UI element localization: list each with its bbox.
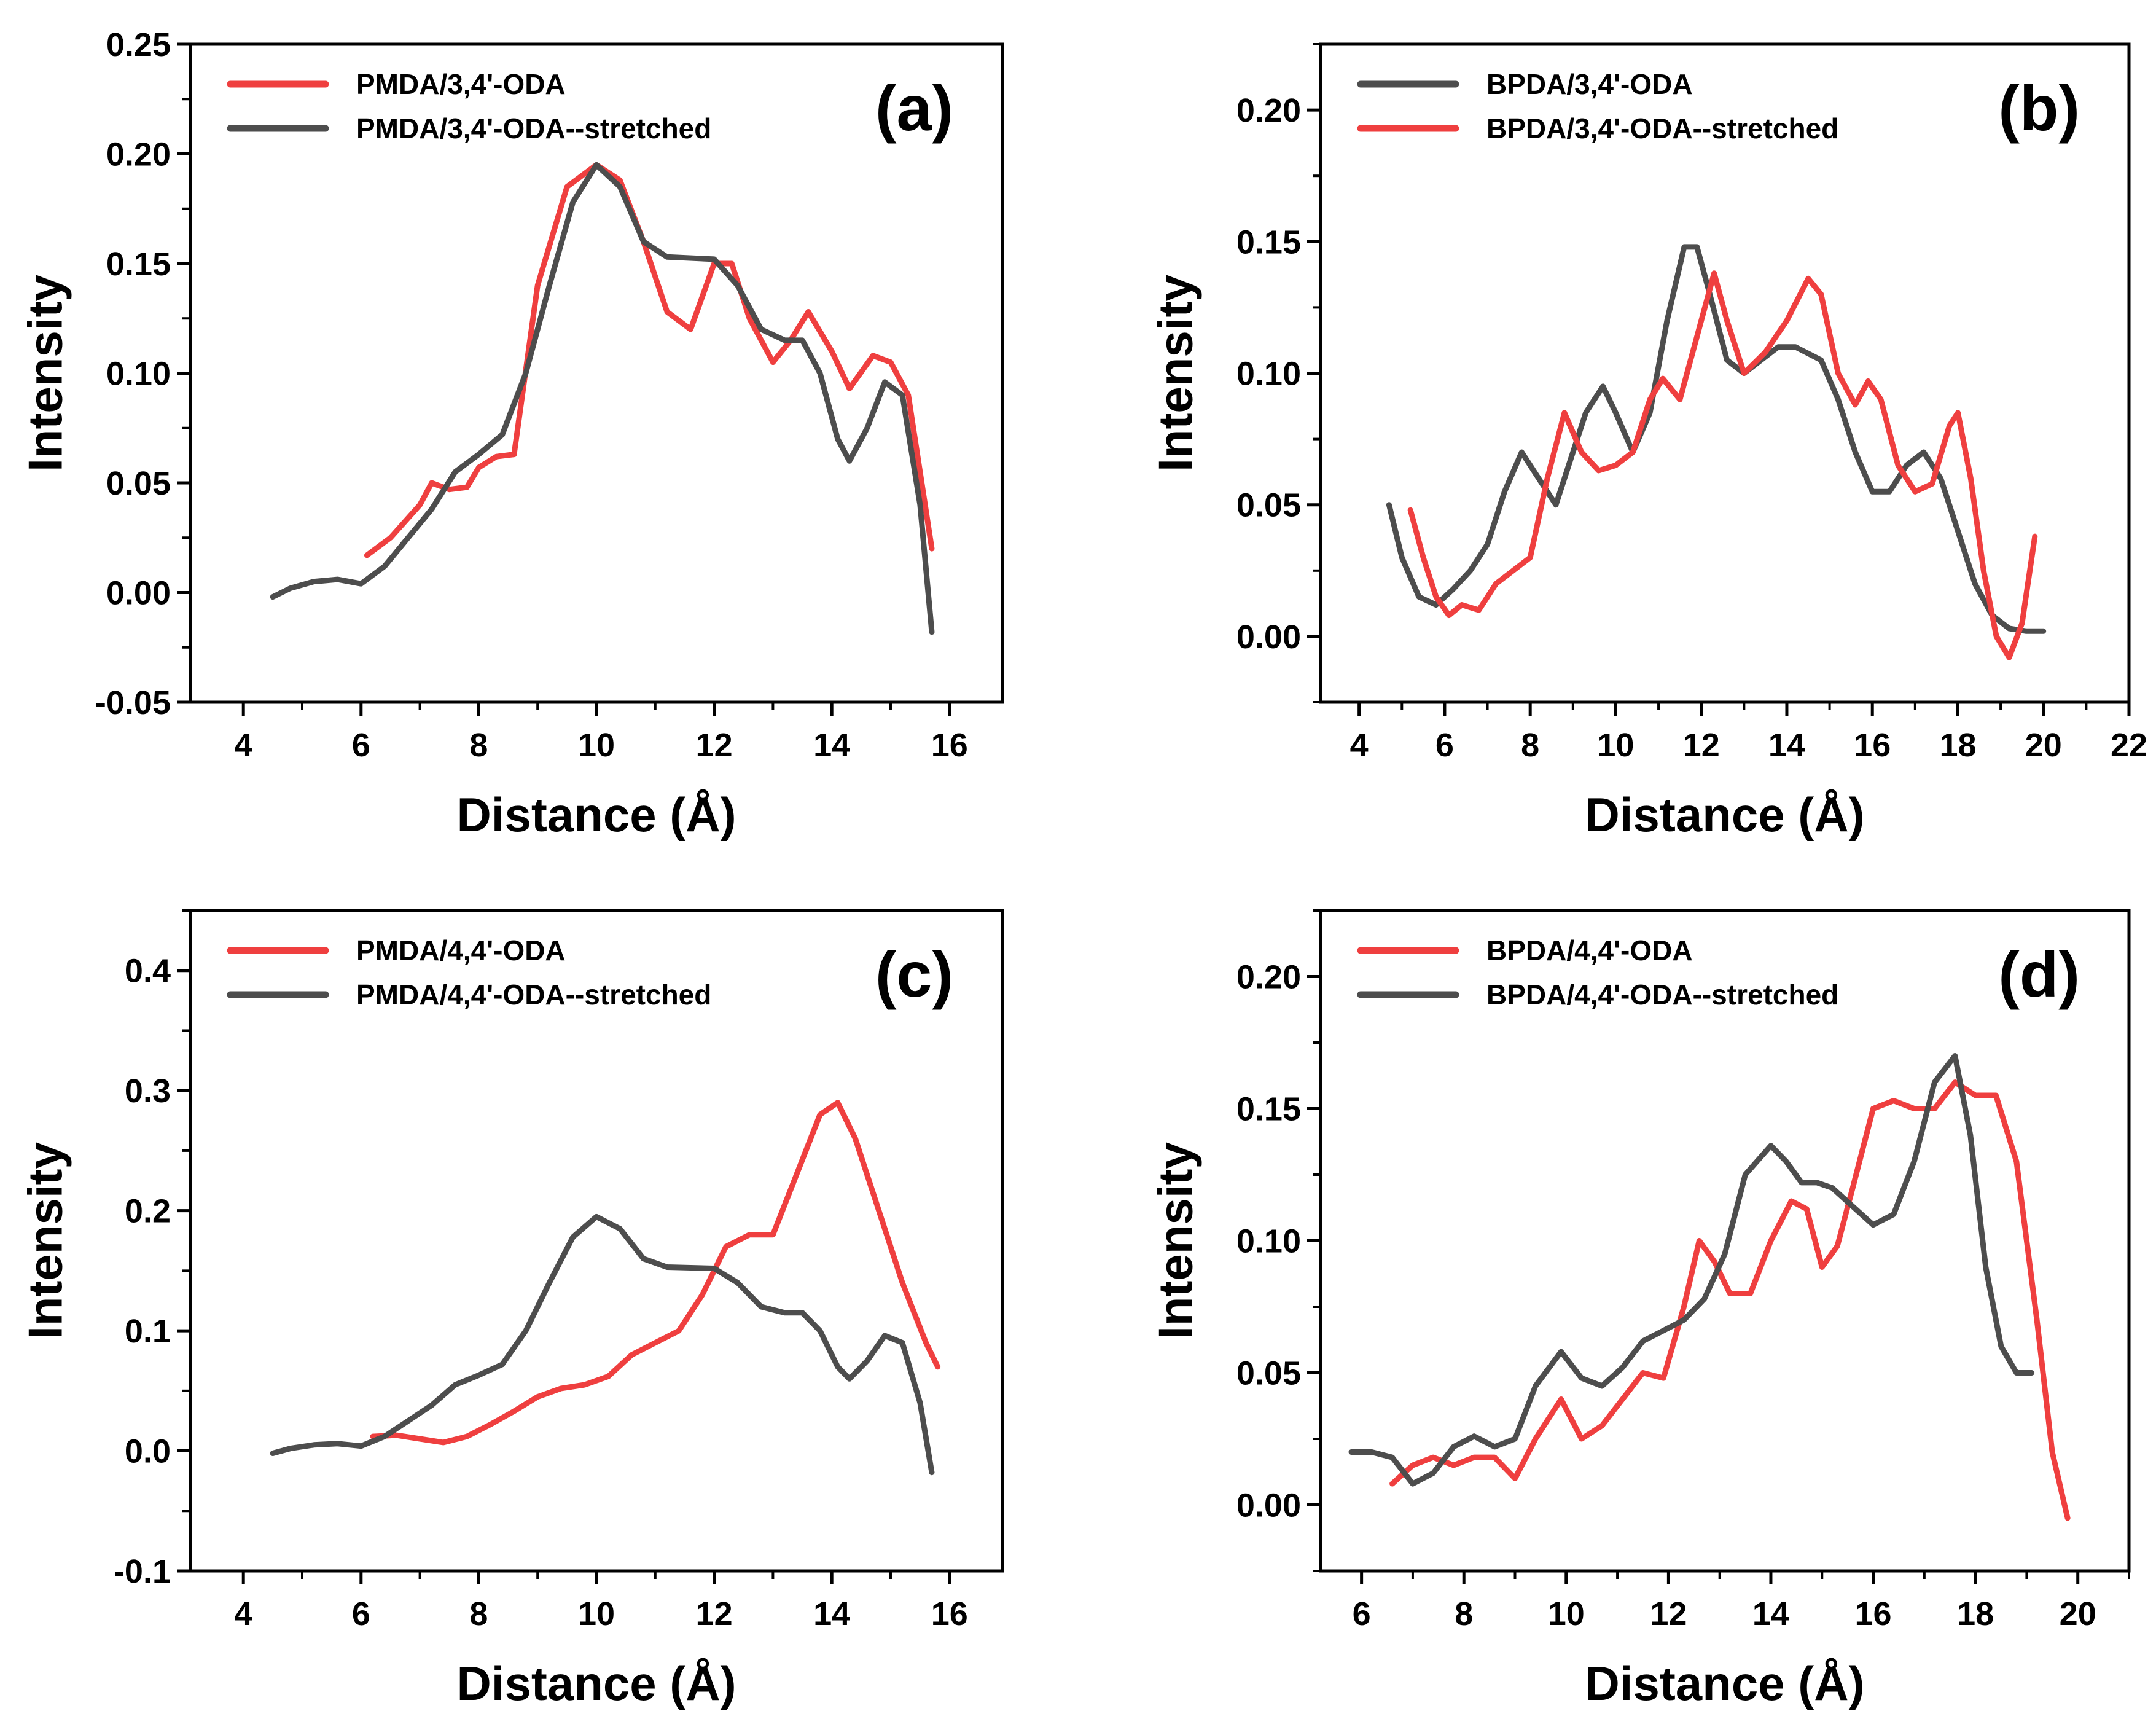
x-tick-label-a: 14: [813, 727, 850, 764]
x-tick-label-b: 14: [1768, 727, 1805, 764]
chart-panel-c: 4 6 8 10 12 14 16 -0.1 0.0 0.1 0.2 0.3 0.4 Distance (…: [18, 909, 1004, 1710]
x-tick-label-c: 12: [696, 1596, 733, 1632]
x-tick-label-b: 16: [1854, 727, 1891, 764]
chart-panel-a: 4 6 8 10 12 14 16 -0.05 0.00 0.05 0.10 0.15 0.20 0.25…: [18, 26, 1004, 842]
legend-label-c-1: PMDA/4,4'-ODA--stretched: [356, 979, 711, 1011]
legend-label-b-0: BPDA/3,4'-ODA: [1486, 68, 1693, 100]
x-tick-label-d: 16: [1855, 1596, 1892, 1632]
series-line-b-0: [1386, 244, 2047, 634]
y-tick-label-b: 0.00: [1236, 619, 1301, 656]
y-axis-title-c: Intensity: [18, 1142, 72, 1339]
y-tick-label-b: 0.15: [1236, 224, 1301, 260]
x-tick-label-a: 8: [469, 727, 488, 764]
y-axis-title-a: Intensity: [18, 275, 72, 472]
y-tick-label-c: -0.1: [114, 1553, 171, 1590]
x-tick-label-c: 8: [469, 1596, 488, 1632]
x-tick-label-d: 6: [1353, 1596, 1371, 1632]
x-tick-label-a: 12: [696, 727, 733, 764]
y-tick-label-a: 0.20: [106, 136, 171, 173]
y-axis-title-b: Intensity: [1149, 275, 1203, 472]
chart-panel-b: 4 6 8 10 12 14 16 18 20 22 0.00 0.05 0.10 0.15 0.20 Dis…: [1149, 42, 2147, 842]
x-tick-label-b: 12: [1683, 727, 1720, 764]
x-tick-label-b: 20: [2025, 727, 2062, 764]
y-tick-label-a: -0.05: [95, 684, 171, 721]
x-tick-label-d: 20: [2060, 1596, 2096, 1632]
series-line-a-1: [270, 162, 935, 635]
y-tick-label-b: 0.05: [1236, 487, 1301, 524]
y-tick-label-d: 0.10: [1236, 1223, 1301, 1260]
y-tick-label-c: 0.4: [125, 953, 171, 990]
series-line-d-0: [1389, 1079, 2071, 1521]
x-tick-label-c: 14: [813, 1596, 850, 1632]
x-tick-label-d: 12: [1650, 1596, 1687, 1632]
x-tick-label-d: 18: [1957, 1596, 1994, 1632]
x-tick-label-c: 10: [578, 1596, 615, 1632]
panel-label-b: (b): [1998, 73, 2080, 144]
y-tick-label-a: 0.10: [106, 356, 171, 393]
legend-label-a-0: PMDA/3,4'-ODA: [356, 68, 566, 100]
series-line-c-0: [370, 1100, 941, 1446]
legend-c: PMDA/4,4'-ODA PMDA/4,4'-ODA--stretched: [227, 934, 711, 1011]
x-tick-label-d: 10: [1548, 1596, 1585, 1632]
x-tick-label-a: 16: [931, 727, 968, 764]
legend-a: PMDA/3,4'-ODA PMDA/3,4'-ODA--stretched: [227, 68, 711, 144]
y-tick-label-a: 0.00: [106, 575, 171, 612]
x-tick-label-c: 4: [234, 1596, 252, 1632]
x-tick-label-a: 6: [352, 727, 370, 764]
y-tick-label-a: 0.15: [106, 246, 171, 283]
series-line-c-1: [270, 1213, 935, 1476]
x-tick-label-c: 16: [931, 1596, 968, 1632]
panel-label-d: (d): [1998, 939, 2080, 1011]
y-tick-label-a: 0.25: [106, 26, 171, 63]
legend-b: BPDA/3,4'-ODA BPDA/3,4'-ODA--stretched: [1357, 68, 1838, 144]
series-line-d-1: [1348, 1053, 2035, 1487]
y-tick-label-d: 0.15: [1236, 1091, 1301, 1128]
x-axis-title-b: Distance (Å): [1585, 788, 1864, 842]
x-axis-title-c: Distance (Å): [456, 1656, 736, 1710]
legend-label-a-1: PMDA/3,4'-ODA--stretched: [356, 112, 711, 144]
panel-label-c: (c): [875, 939, 953, 1011]
x-tick-label-c: 6: [352, 1596, 370, 1632]
y-tick-label-c: 0.1: [125, 1313, 171, 1350]
y-tick-label-d: 0.00: [1236, 1487, 1301, 1524]
y-tick-label-c: 0.3: [125, 1073, 171, 1110]
y-tick-label-d: 0.05: [1236, 1355, 1301, 1392]
legend-d: BPDA/4,4'-ODA BPDA/4,4'-ODA--stretched: [1357, 934, 1838, 1011]
y-tick-label-c: 0.0: [125, 1433, 171, 1470]
series-line-a-0: [364, 162, 935, 558]
y-tick-label-a: 0.05: [106, 465, 171, 502]
legend-label-d-0: BPDA/4,4'-ODA: [1486, 934, 1693, 966]
legend-label-b-1: BPDA/3,4'-ODA--stretched: [1486, 112, 1838, 144]
legend-label-d-1: BPDA/4,4'-ODA--stretched: [1486, 979, 1838, 1011]
x-tick-label-b: 8: [1521, 727, 1539, 764]
panel-label-a: (a): [875, 73, 953, 144]
y-tick-label-b: 0.20: [1236, 92, 1301, 129]
x-tick-label-a: 10: [578, 727, 615, 764]
x-tick-label-b: 18: [1939, 727, 1976, 764]
legend-label-c-0: PMDA/4,4'-ODA: [356, 934, 566, 966]
series-line-b-1: [1407, 270, 2038, 660]
y-tick-label-b: 0.10: [1236, 356, 1301, 393]
x-axis-title-a: Distance (Å): [456, 788, 736, 842]
x-axis-title-d: Distance (Å): [1585, 1656, 1864, 1710]
x-tick-label-a: 4: [234, 727, 252, 764]
y-tick-label-c: 0.2: [125, 1193, 171, 1230]
x-tick-label-b: 10: [1597, 727, 1634, 764]
x-tick-label-b: 6: [1435, 727, 1454, 764]
x-tick-label-b: 4: [1350, 727, 1369, 764]
y-axis-title-d: Intensity: [1149, 1142, 1203, 1339]
x-tick-label-b: 22: [2111, 727, 2147, 764]
x-tick-label-d: 14: [1752, 1596, 1789, 1632]
x-tick-label-d: 8: [1455, 1596, 1473, 1632]
chart-panel-d: 6 8 10 12 14 16 18 20 0.00 0.05 0.10 0.15 0.20 Distan…: [1149, 909, 2131, 1710]
y-tick-label-d: 0.20: [1236, 959, 1301, 996]
